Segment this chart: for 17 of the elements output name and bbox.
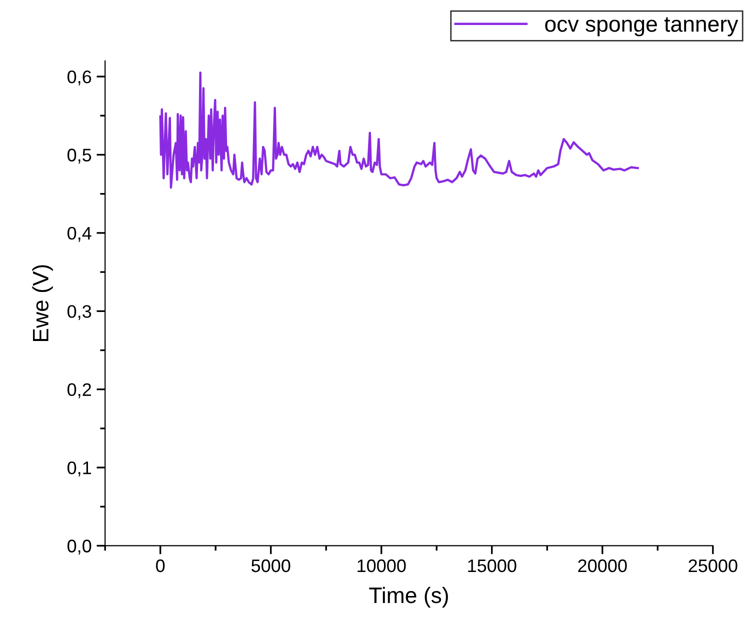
y-tick-label: 0,3 xyxy=(68,305,92,320)
y-axis-title: Ewe (V) xyxy=(32,265,53,342)
y-tick-label: 0,1 xyxy=(68,461,92,476)
y-tick-label: 0,5 xyxy=(68,148,92,164)
x-tick-label: 20000 xyxy=(578,559,627,572)
x-tick-label: 25000 xyxy=(688,559,738,572)
x-tick-label: 10000 xyxy=(358,559,406,572)
y-tick-label: 0,4 xyxy=(68,226,92,242)
x-tick-label: 0 xyxy=(156,559,165,572)
legend-label: ocv sponge tannery xyxy=(545,17,738,36)
x-tick-label: 15000 xyxy=(468,559,516,572)
line-series xyxy=(159,72,639,189)
x-axis-title: Time (s) xyxy=(369,586,448,608)
y-tick-label: 0,2 xyxy=(68,383,91,398)
x-tick-label: 5000 xyxy=(251,559,290,572)
y-tick-label: 0,0 xyxy=(68,540,92,555)
y-tick-label: 0,6 xyxy=(68,70,92,86)
